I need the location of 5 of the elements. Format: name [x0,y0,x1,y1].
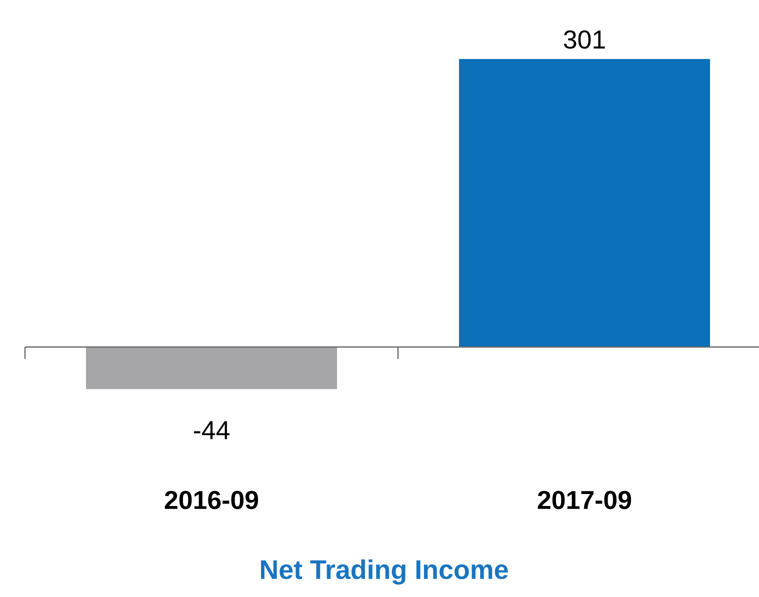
x-tick-label: 2017-09 [538,490,632,510]
data-label: 301 [564,30,605,49]
text: Net Trading Income [261,559,508,585]
data-label: -44 [194,421,230,440]
x-tick-label: 2016-09 [164,490,258,510]
